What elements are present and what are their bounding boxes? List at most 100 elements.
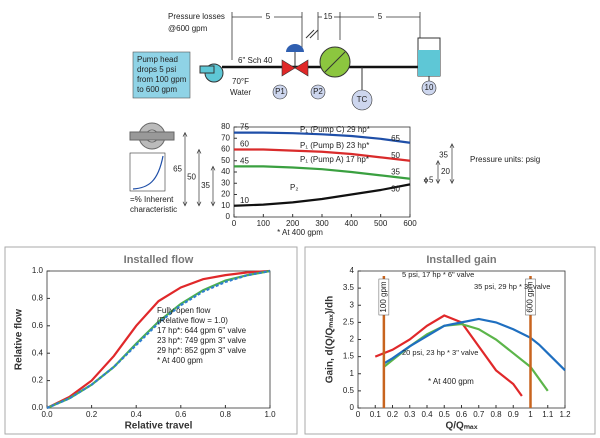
pump-head-box xyxy=(132,51,191,99)
series-label: 5 psi, 17 hp * 6" valve xyxy=(402,270,474,279)
plot-frame xyxy=(46,270,271,409)
x-tick-label: 100 xyxy=(257,219,271,228)
series-line xyxy=(46,269,271,410)
y-axis-label: Relative flow xyxy=(14,309,25,370)
tank-water xyxy=(418,50,440,76)
end-label: 30 xyxy=(391,184,400,193)
y-axis-label: Gain, d(Q/Qₘₐₓ)/dh xyxy=(325,296,336,384)
signal-line xyxy=(305,29,315,39)
x-tick-label: 0.9 xyxy=(508,410,520,419)
x-tick-label: 1.1 xyxy=(542,410,554,419)
series-line xyxy=(234,131,411,144)
y-tick-label: 0.5 xyxy=(343,386,355,395)
gauge-label: TC xyxy=(357,95,368,104)
series-label: 35 psi, 29 hp * 3" valve xyxy=(474,282,550,291)
y-tick-label: 1.0 xyxy=(32,266,44,275)
marker-label: 100 gpm xyxy=(379,281,388,312)
pump-head-text: Pump head xyxy=(137,55,178,64)
x-tick-label: 0.4 xyxy=(131,410,143,419)
dim-label: 5 xyxy=(429,176,434,185)
x-tick-label: 0.8 xyxy=(220,410,232,419)
signal-line xyxy=(309,29,319,39)
inherent-label: =% Inherent xyxy=(130,195,174,204)
y-tick-label: 3 xyxy=(350,300,355,309)
chart-title: Installed flow xyxy=(124,254,194,266)
inherent-inset xyxy=(129,152,166,192)
arrow-head xyxy=(210,165,216,207)
x-tick-label: 1.2 xyxy=(559,410,571,419)
x-tick-label: 0.6 xyxy=(456,410,468,419)
pump-outlet xyxy=(199,65,215,74)
arrow-head xyxy=(449,143,455,185)
note: * At 400 gpm xyxy=(157,356,203,365)
start-label: 60 xyxy=(240,140,249,149)
arrow-head xyxy=(196,148,202,207)
fluid-label: 70°F xyxy=(232,77,249,86)
y-tick-label: 0 xyxy=(226,212,231,221)
y-tick-label: 50 xyxy=(221,156,230,165)
annotation: (Relative flow = 1.0) xyxy=(157,316,228,325)
y-tick-label: 0 xyxy=(350,403,355,412)
note: * At 400 gpm xyxy=(277,228,323,237)
x-axis-label: Relative travel xyxy=(125,421,193,432)
x-tick-label: 300 xyxy=(315,219,329,228)
dim-label: 5 xyxy=(378,12,383,21)
pump-head-text: drops 5 psi xyxy=(137,65,176,74)
y-tick-label: 2.5 xyxy=(343,317,355,326)
y-tick-label: 1.5 xyxy=(343,352,355,361)
gain-panel xyxy=(304,246,596,435)
series-line xyxy=(383,317,566,372)
arrow-head xyxy=(182,131,188,207)
x-tick-label: 400 xyxy=(345,219,359,228)
temperature-controller xyxy=(351,89,373,111)
x-tick-label: 0.1 xyxy=(370,410,382,419)
pump-head-text: from 100 gpm xyxy=(137,75,187,84)
end-label: 65 xyxy=(391,134,400,143)
x-tick-label: 1 xyxy=(528,410,533,419)
y-tick-label: 2 xyxy=(350,335,355,344)
end-label: 35 xyxy=(391,168,400,177)
losses-label: @600 gpm xyxy=(168,24,208,33)
legend-entry: 23 hp*: 749 gpm 3" valve xyxy=(157,336,247,345)
x-tick-label: 0.8 xyxy=(490,410,502,419)
series-label: P₁ (Pump A) 17 hp* xyxy=(300,155,369,164)
dim-label: 20 xyxy=(441,167,450,176)
x-tick-label: 0.0 xyxy=(41,410,53,419)
y-tick-label: 20 xyxy=(221,190,230,199)
series-line xyxy=(234,165,411,180)
series-line xyxy=(233,183,411,207)
marker-label: 600 gpm xyxy=(526,281,535,312)
dim-label: 65 xyxy=(173,164,182,173)
dim-label: 35 xyxy=(201,181,210,190)
y-tick-label: 0.6 xyxy=(32,321,44,330)
y-tick-label: 80 xyxy=(221,122,230,131)
pump-head-text: to 600 gpm xyxy=(137,85,177,94)
x-tick-label: 0.5 xyxy=(439,410,451,419)
flow-meter-mark xyxy=(324,51,346,73)
y-tick-label: 10 xyxy=(221,201,230,210)
series-line xyxy=(374,314,523,397)
marker-label-box xyxy=(525,278,536,316)
flow-panel xyxy=(4,246,298,435)
start-label: 75 xyxy=(240,123,249,132)
x-tick-label: 200 xyxy=(286,219,300,228)
start-label: 45 xyxy=(240,156,249,165)
y-tick-label: 0.8 xyxy=(32,294,44,303)
x-tick-label: 0.7 xyxy=(473,410,485,419)
legend-entry: 17 hp*: 644 gpm 6" valve xyxy=(157,326,247,335)
x-tick-label: 0.2 xyxy=(387,410,399,419)
series-label: P₁ (Pump C) 29 hp* xyxy=(300,125,370,134)
y-tick-label: 1 xyxy=(350,369,355,378)
x-tick-label: 500 xyxy=(374,219,388,228)
dim-label: 50 xyxy=(187,173,196,182)
note: * At 400 gpm xyxy=(428,377,474,386)
fluid-label: Water xyxy=(230,88,251,97)
y-tick-label: 4 xyxy=(350,266,355,275)
x-tick-label: 0.2 xyxy=(86,410,98,419)
series-line xyxy=(46,269,271,409)
x-tick-label: 0.4 xyxy=(421,410,433,419)
x-tick-label: 0.3 xyxy=(404,410,416,419)
x-tick-label: 1.0 xyxy=(264,410,276,419)
